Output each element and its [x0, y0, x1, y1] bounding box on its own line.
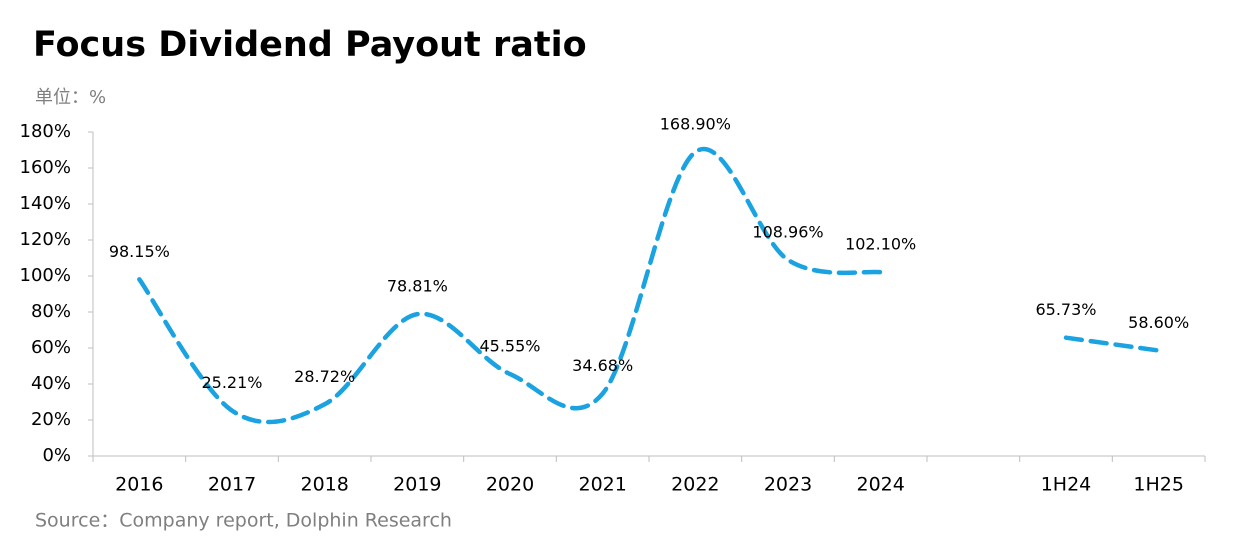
data-label: 34.68% [572, 356, 633, 375]
data-label: 102.10% [845, 235, 916, 254]
x-tick-label: 2024 [856, 474, 904, 496]
x-tick-label: 2019 [393, 474, 441, 496]
y-tick-label: 140% [20, 193, 71, 214]
data-label: 78.81% [387, 277, 448, 296]
y-tick-label: 160% [20, 157, 71, 178]
x-tick-label: 1H25 [1133, 474, 1184, 496]
y-tick-label: 20% [31, 409, 71, 430]
y-tick-label: 120% [20, 229, 71, 250]
data-label: 58.60% [1128, 313, 1189, 332]
x-tick-label: 2016 [115, 474, 163, 496]
data-label: 25.21% [201, 373, 262, 392]
data-label: 168.90% [660, 114, 731, 133]
chart-title: Focus Dividend Payout ratio [33, 25, 587, 65]
x-tick-label: 1H24 [1041, 474, 1092, 496]
x-tick-label: 2021 [578, 474, 626, 496]
data-label: 108.96% [752, 222, 823, 241]
unit-label: 单位：% [35, 87, 106, 108]
y-tick-label: 0% [42, 445, 71, 466]
data-label: 45.55% [479, 337, 540, 356]
x-tick-label: 2022 [671, 474, 719, 496]
y-tick-label: 40% [31, 373, 71, 394]
x-tick-label: 2020 [486, 474, 534, 496]
y-tick-label: 60% [31, 337, 71, 358]
y-tick-label: 100% [20, 265, 71, 286]
data-label: 28.72% [294, 367, 355, 386]
y-tick-label: 180% [20, 121, 71, 142]
line [137, 146, 1161, 425]
data-label: 65.73% [1035, 300, 1096, 319]
y-tick-label: 80% [31, 301, 71, 322]
source: Source：Company report, Dolphin Research [35, 510, 452, 532]
x-tick-label: 2023 [764, 474, 812, 496]
x-tick-label: 2017 [208, 474, 256, 496]
x-tick-label: 2018 [300, 474, 348, 496]
data-label: 98.15% [109, 242, 170, 261]
